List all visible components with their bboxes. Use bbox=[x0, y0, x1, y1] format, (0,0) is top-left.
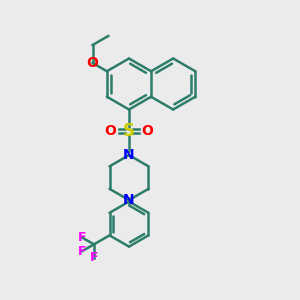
Text: N: N bbox=[123, 148, 135, 162]
Text: N: N bbox=[123, 193, 135, 207]
Text: O: O bbox=[87, 56, 99, 70]
Text: S: S bbox=[123, 122, 135, 140]
Text: F: F bbox=[78, 231, 86, 244]
Text: F: F bbox=[78, 244, 86, 258]
Text: O: O bbox=[104, 124, 116, 138]
Text: F: F bbox=[90, 251, 98, 264]
Text: O: O bbox=[142, 124, 154, 138]
